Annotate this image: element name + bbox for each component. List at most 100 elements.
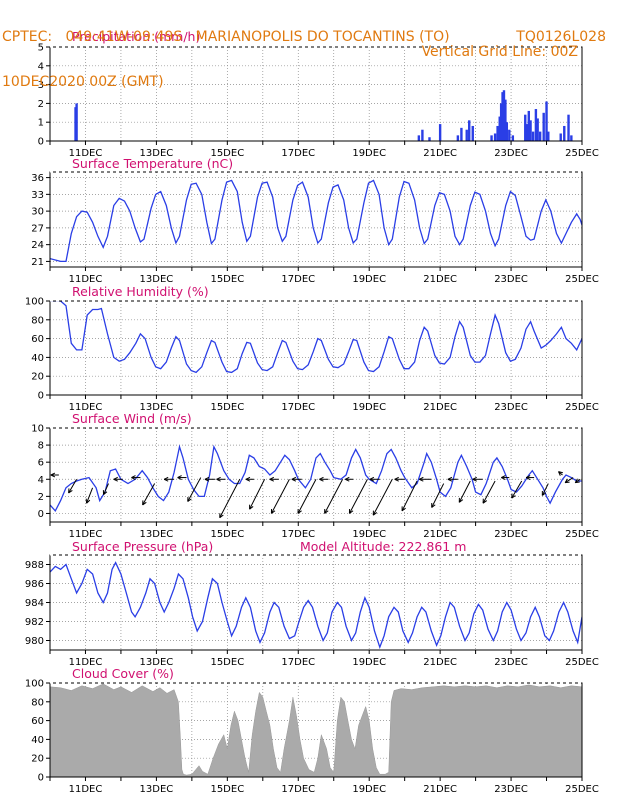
precip-bar [545,101,548,141]
precip-bar [508,129,511,141]
wind-arrow-head [458,497,464,503]
precip-ytick-label: 0 [38,137,44,148]
rh-title: Relative Humidity (%) [72,284,209,299]
precip-xtick-label: 11DEC [69,148,103,159]
precip-bar [527,110,530,141]
wind-ytick-label: 6 [38,458,44,469]
temp-xtick-label: 21DEC [423,274,457,285]
wind-arrow-head [102,490,108,496]
pressure-panel: 980 982 984 986 988 11DEC 13DEC 15DEC 17DEC 19DEC… [25,539,599,668]
wind-arrow-shaft [458,480,471,503]
wind-arrow-shaft [482,480,496,504]
wind-arrows [50,471,581,519]
pressure-xtick-label: 25DEC [565,657,599,668]
wind-arrow-shaft [297,479,317,514]
wind-xtick-label: 25DEC [565,529,599,540]
wind-ytick-label: 10 [31,424,44,435]
wind-arrow-head [348,508,354,514]
wind-frame [49,427,583,523]
temp-panel: 21 24 27 30 33 36 11DEC 13DEC 15DEC 17DEC 19DEC 21D… [31,156,599,285]
cloud-xtick-label: 23DEC [494,784,528,795]
wind-arrow-head [401,506,406,512]
pressure-xtick-label: 17DEC [281,657,315,668]
pressure-title: Surface Pressure (hPa) [72,539,213,554]
header-location-line: CPTEC: 049:41W-09:49S MARIANOPOLIS DO TO… [2,29,450,45]
wind-arrow-head [511,493,516,499]
temp-xtick-label: 11DEC [69,274,103,285]
wind-arrow-shaft [348,479,368,514]
temp-xtick-label: 15DEC [210,274,244,285]
cloud-panel: 0 20 40 60 80 100 11DEC 13DEC 15DEC 17DEC 19DEC 21D… [25,666,599,795]
wind-xtick-label: 21DEC [423,529,457,540]
pressure-xtick-label: 21DEC [423,657,457,668]
wind-arrow-head [269,476,275,482]
wind-arrow-shaft [511,480,523,499]
wind-arrow-shaft [401,480,418,512]
precip-bar [465,129,468,141]
precip-bar [490,135,493,141]
temp-ytick-label: 30 [31,207,44,218]
precip-data [74,90,573,141]
wind-arrow-head [345,476,350,482]
wind-xtick-label: 11DEC [69,529,103,540]
cloud-data [50,683,582,777]
cloud-title: Cloud Cover (%) [72,666,174,681]
rh-xtick-label: 13DEC [140,402,174,413]
precip-bar [417,135,421,141]
precip-ytick-label: 1 [38,118,44,129]
wind-arrow-head [319,476,324,482]
temp-title: Surface Temperature (nC) [72,156,233,171]
precip-bar [534,109,538,141]
precip-panel: 0 1 2 3 4 5 11DEC 13DEC 15DEC 17DEC 19DEC 21DEC 23DE… [38,29,599,159]
wind-arrow-head [249,504,254,510]
cloud-ytick-label: 40 [31,735,44,746]
temp-xtick-label: 17DEC [281,274,315,285]
precip-xtick-label: 13DEC [140,148,174,159]
rh-panel: 0 20 40 60 80 100 11DEC 13DEC 15DEC 17DEC 19DEC 21D… [25,284,599,413]
wind-arrow-shaft [431,483,445,508]
cloud-xtick-label: 13DEC [140,784,174,795]
wind-arrow-shaft [103,483,109,495]
wind-arrow-head [216,476,221,482]
precip-xtick-label: 17DEC [281,148,315,159]
temp-ytick-label: 27 [31,223,44,234]
pressure-xtick-label: 15DEC [210,657,244,668]
precip-ytick-label: 3 [38,80,44,91]
rh-xtick-label: 11DEC [69,402,103,413]
precip-xtick-label: 23DEC [494,148,528,159]
precip-bar [428,137,431,141]
cloud-ytick-label: 20 [31,754,44,765]
wind-xtick-label: 13DEC [140,529,174,540]
precip-ytick-label: 2 [38,99,44,110]
wind-arrow-head [68,488,73,494]
precip-bar [567,114,570,141]
wind-arrow-head [541,491,547,496]
precip-xtick-label: 15DEC [210,148,244,159]
pressure-xtick-label: 13DEC [140,657,174,668]
pressure-ytick-label: 986 [25,579,44,590]
precip-bar [502,90,506,141]
wind-arrow-head [558,471,563,476]
header-date-line: 10DEC2020 00Z (GMT) [2,74,164,90]
wind-ytick-label: 8 [38,441,44,452]
rh-ytick-label: 40 [31,353,44,364]
wind-series-line [50,444,582,513]
wind-data [50,444,582,513]
cloud-ytick-label: 80 [31,697,44,708]
wind-arrow-head [270,508,276,514]
precip-title: Precipitation (mm/h) [72,29,200,44]
wind-xtick-label: 23DEC [494,529,528,540]
rh-ytick-label: 100 [25,297,44,308]
rh-xtick-label: 21DEC [423,402,457,413]
precip-bar [460,127,463,141]
precip-bar [456,135,460,141]
precip-bar [559,133,562,141]
wind-arrow-head [525,475,531,480]
pressure-xtick-label: 19DEC [352,657,386,668]
precip-bar [529,120,532,141]
pressure-xtick-label: 23DEC [494,657,528,668]
temp-ytick-label: 21 [31,257,44,268]
cloud-area [50,683,582,777]
wind-arrow-head [501,475,506,480]
